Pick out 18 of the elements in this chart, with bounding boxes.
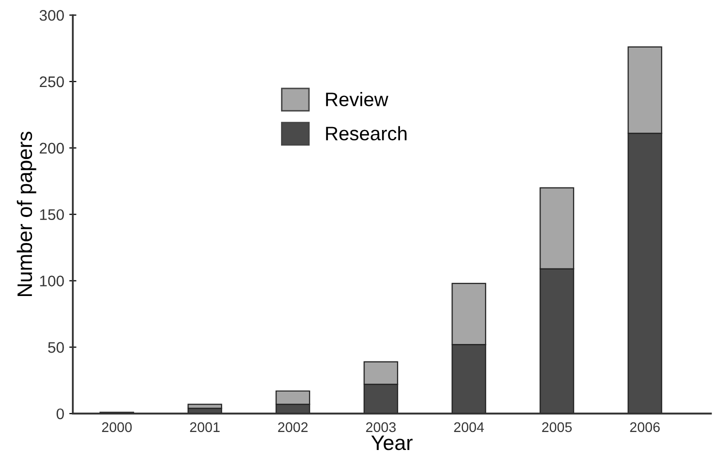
y-tick-label: 100	[40, 276, 64, 286]
legend-label: Review	[326, 92, 388, 106]
y-tick-label: 50	[48, 342, 64, 353]
x-tick-label: 2005	[542, 422, 572, 432]
x-tick-label: 2001	[190, 422, 220, 432]
legend-label: Research	[326, 126, 406, 140]
y-axis-title: Number of papers	[16, 132, 36, 296]
x-tick-label: 2000	[102, 422, 132, 432]
x-tick-label: 2004	[454, 422, 484, 432]
x-axis-title: Year	[371, 436, 413, 450]
y-tick-label: 150	[40, 209, 64, 220]
x-tick-label: 2006	[630, 422, 660, 432]
y-tick-label: 300	[40, 10, 64, 21]
y-tick-label: 0	[56, 408, 64, 420]
x-tick-label: 2002	[278, 422, 308, 432]
y-tick-label: 200	[40, 142, 64, 154]
y-tick-label: 250	[40, 76, 64, 88]
x-tick-label: 2003	[366, 422, 396, 432]
